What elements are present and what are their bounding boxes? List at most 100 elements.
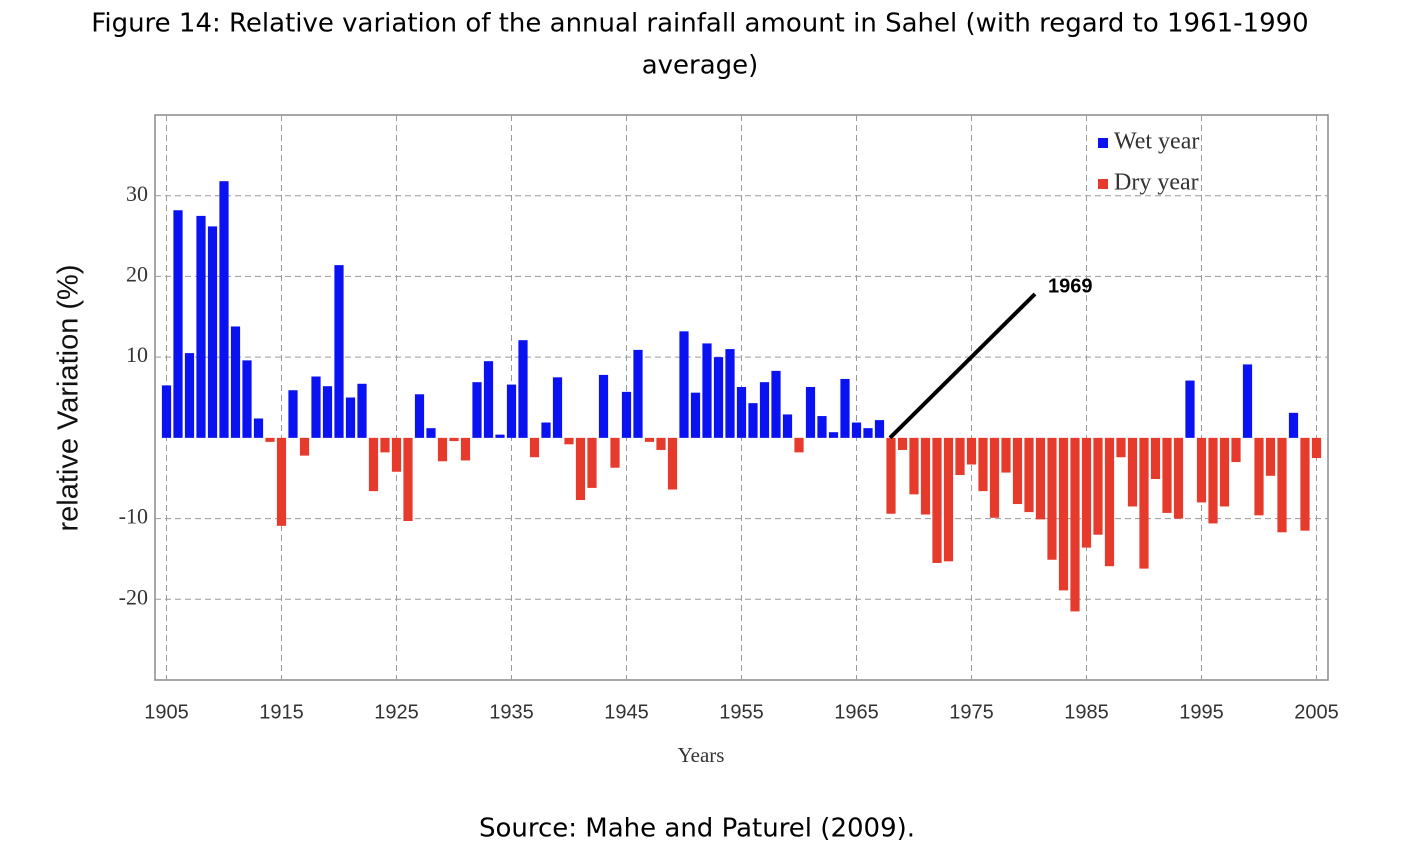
bar xyxy=(276,437,287,526)
bar xyxy=(782,414,793,438)
source-note: Source: Mahe and Paturel (2009). xyxy=(479,814,915,844)
bar xyxy=(1277,437,1287,533)
bar xyxy=(161,385,172,438)
bar xyxy=(219,181,229,438)
bar xyxy=(598,374,609,438)
bar xyxy=(299,437,310,456)
y-tick-label: 10 xyxy=(126,342,148,367)
legend-label: Wet year xyxy=(1114,129,1199,155)
x-tick-label: 1925 xyxy=(374,701,419,723)
x-tick-label: 1915 xyxy=(259,701,304,723)
bar xyxy=(805,387,816,438)
bar xyxy=(1242,364,1253,438)
bar xyxy=(334,265,344,438)
y-tick-label: 20 xyxy=(126,261,148,286)
x-tick-label: 1945 xyxy=(604,701,649,723)
bar xyxy=(1001,437,1011,473)
bar xyxy=(1093,437,1103,535)
bar xyxy=(1254,437,1264,516)
bar xyxy=(610,437,620,468)
bar xyxy=(736,387,747,438)
bar xyxy=(368,437,379,492)
legend-label: Dry year xyxy=(1114,170,1199,196)
y-tick-label: -10 xyxy=(119,504,148,529)
bar xyxy=(1150,437,1161,480)
bar xyxy=(644,437,655,442)
bar xyxy=(1219,437,1230,507)
bar xyxy=(1127,437,1138,507)
bar xyxy=(1047,437,1057,560)
bars xyxy=(161,181,1322,612)
bar xyxy=(426,428,436,438)
bar xyxy=(288,390,298,438)
bar xyxy=(437,437,448,462)
bar xyxy=(265,437,275,442)
bar xyxy=(863,428,873,438)
bar xyxy=(472,382,482,438)
bar xyxy=(1208,437,1218,524)
bar xyxy=(403,437,413,521)
bar xyxy=(1024,437,1034,513)
legend-marker xyxy=(1098,138,1108,148)
x-tick-label: 2005 xyxy=(1294,701,1339,723)
bar xyxy=(311,376,321,438)
bar xyxy=(196,215,206,438)
bar xyxy=(1185,380,1195,438)
bar xyxy=(690,392,701,438)
x-tick-label: 1955 xyxy=(719,701,764,723)
bar xyxy=(1231,437,1241,463)
x-tick-label: 1975 xyxy=(949,701,994,723)
bar xyxy=(230,326,241,438)
bar xyxy=(794,437,804,453)
legend: Wet year Dry year xyxy=(1098,129,1199,196)
x-tick-label: 1935 xyxy=(489,701,534,723)
bar xyxy=(414,394,425,438)
bar xyxy=(518,340,528,438)
bar xyxy=(322,386,333,438)
legend-marker xyxy=(1098,179,1108,189)
bar xyxy=(1173,437,1184,519)
bar xyxy=(702,343,712,438)
bar xyxy=(529,437,540,458)
y-tick-label: -20 xyxy=(119,584,148,609)
bar xyxy=(173,210,183,438)
bar xyxy=(506,384,517,438)
bar xyxy=(978,437,988,492)
bar xyxy=(460,437,471,461)
bar xyxy=(656,437,666,450)
bar xyxy=(966,437,977,465)
bar xyxy=(1139,437,1149,569)
bar xyxy=(575,437,586,501)
bar xyxy=(1070,437,1080,612)
bar xyxy=(357,383,367,438)
x-axis-label: Years xyxy=(678,743,725,767)
bar xyxy=(587,437,597,488)
bar xyxy=(621,391,632,438)
bar xyxy=(449,437,459,442)
annotation-line xyxy=(888,292,1037,440)
bar xyxy=(840,378,850,438)
bar xyxy=(851,422,862,438)
bar xyxy=(725,349,735,438)
bar xyxy=(955,437,965,475)
bar xyxy=(909,437,919,495)
y-tick-label: 30 xyxy=(126,181,148,206)
bar xyxy=(897,437,908,450)
bar xyxy=(1265,437,1276,476)
bar xyxy=(1196,437,1207,503)
x-tick-label: 1985 xyxy=(1064,701,1109,723)
bar xyxy=(633,349,643,438)
bar xyxy=(253,418,264,438)
chart-subtitle: average) xyxy=(642,51,759,81)
bar xyxy=(1311,437,1322,459)
bar xyxy=(1162,437,1172,513)
x-tick-label: 1995 xyxy=(1179,701,1224,723)
bar xyxy=(932,437,942,563)
x-tick-label: 1905 xyxy=(144,701,189,723)
bar xyxy=(943,437,954,562)
bar xyxy=(713,357,724,438)
bar xyxy=(989,437,1000,518)
bar xyxy=(886,437,896,514)
bar xyxy=(1058,437,1069,591)
